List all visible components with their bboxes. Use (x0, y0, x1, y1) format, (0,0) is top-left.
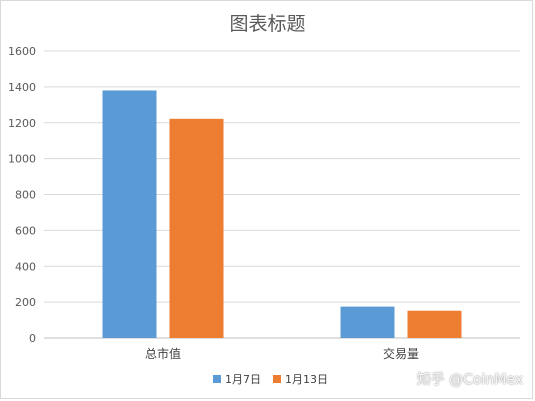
bar-1-2 (340, 306, 395, 338)
legend-swatch-2 (273, 375, 281, 383)
bar-2-2 (407, 310, 462, 338)
y-tick-label: 600 (15, 224, 36, 237)
legend-label: 1月7日 (225, 373, 261, 386)
x-tick-label: 总市值 (145, 346, 181, 361)
legend-label: 1月13日 (285, 373, 328, 386)
bar-2-1 (169, 118, 224, 339)
y-tick-label: 400 (15, 260, 36, 273)
chart-title: 图表标题 (229, 13, 306, 35)
y-tick-label: 1600 (8, 45, 36, 58)
x-tick-label: 交易量 (383, 346, 419, 361)
y-tick-label: 1000 (8, 153, 36, 166)
y-tick-label: 800 (15, 189, 36, 202)
watermark-text: 知乎 @CoinMex (416, 372, 523, 388)
y-tick-label: 1200 (8, 117, 36, 130)
bar-1-1 (102, 90, 157, 339)
legend-swatch-1 (213, 375, 221, 383)
y-tick-label: 0 (29, 332, 36, 345)
y-tick-label: 200 (15, 296, 36, 309)
y-tick-label: 1400 (8, 81, 36, 94)
